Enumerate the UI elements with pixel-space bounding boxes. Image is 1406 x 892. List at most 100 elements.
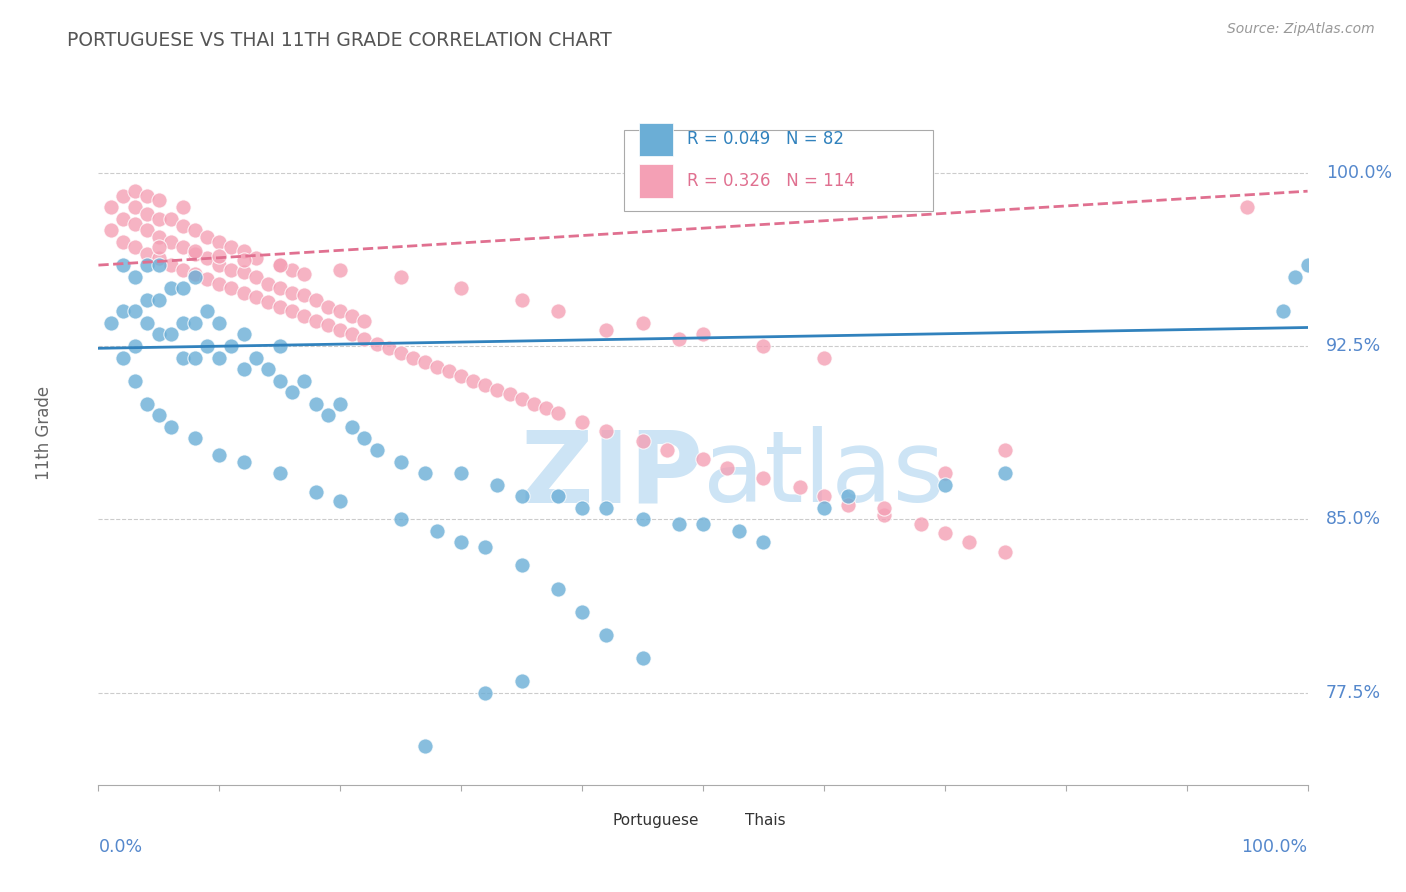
Point (1284, 269, 1306, 284)
Point (474, 378, 496, 392)
Text: 77.5%: 77.5% (1326, 683, 1381, 701)
Point (752, 535, 775, 549)
Point (486, 383, 509, 397)
Point (195, 251, 218, 265)
FancyBboxPatch shape (569, 810, 600, 831)
Point (534, 401, 557, 416)
Point (631, 651, 654, 665)
Point (100, 316, 122, 330)
Point (135, 246, 157, 260)
Point (124, 304, 146, 318)
Point (124, 239, 146, 253)
Point (716, 461, 738, 475)
Text: atlas: atlas (703, 426, 945, 524)
Point (269, 339, 291, 353)
Point (124, 339, 146, 353)
Point (269, 258, 291, 272)
Point (837, 499, 859, 513)
Point (655, 442, 678, 457)
Point (221, 281, 243, 295)
Point (934, 466, 956, 480)
Text: ZIP: ZIP (520, 426, 703, 524)
Point (366, 442, 388, 457)
Point (1236, 200, 1258, 214)
Point (292, 268, 315, 282)
Point (172, 200, 194, 214)
Point (281, 385, 304, 400)
Text: PORTUGUESE VS THAI 11TH GRADE CORRELATION CHART: PORTUGUESE VS THAI 11TH GRADE CORRELATIO… (67, 31, 612, 50)
Point (172, 351, 194, 365)
Point (547, 304, 569, 318)
Point (184, 246, 207, 260)
Text: R = 0.326   N = 114: R = 0.326 N = 114 (688, 172, 855, 190)
Point (292, 374, 315, 388)
Point (631, 316, 654, 330)
Point (692, 516, 714, 531)
Point (148, 409, 170, 423)
Point (208, 249, 231, 263)
Point (934, 477, 956, 491)
Point (269, 300, 291, 314)
Point (813, 489, 835, 503)
FancyBboxPatch shape (638, 122, 673, 156)
Point (124, 374, 146, 388)
Point (269, 258, 291, 272)
Point (208, 235, 231, 249)
Point (994, 544, 1017, 558)
Point (160, 420, 183, 434)
Point (208, 258, 231, 272)
Point (184, 268, 207, 282)
Point (450, 535, 472, 549)
Point (256, 277, 278, 291)
Point (160, 258, 183, 272)
Point (389, 269, 412, 284)
Text: 100.0%: 100.0% (1326, 164, 1392, 182)
Point (389, 512, 412, 526)
Point (221, 239, 243, 253)
Point (148, 239, 170, 253)
Point (329, 304, 352, 318)
Point (100, 200, 122, 214)
Point (135, 316, 157, 330)
Point (269, 281, 291, 295)
Point (498, 387, 520, 401)
Point (837, 489, 859, 503)
Point (245, 269, 267, 284)
Point (547, 406, 569, 420)
Point (148, 293, 170, 307)
Point (269, 466, 291, 480)
Point (111, 235, 134, 249)
Point (148, 194, 170, 208)
Point (426, 359, 449, 374)
Point (813, 351, 835, 365)
Point (353, 431, 375, 445)
FancyBboxPatch shape (703, 810, 734, 831)
Point (232, 362, 254, 376)
Text: Thais: Thais (745, 813, 786, 828)
Point (547, 582, 569, 596)
Point (389, 346, 412, 360)
Text: 0.0%: 0.0% (98, 838, 142, 855)
Point (523, 397, 546, 411)
Point (305, 313, 328, 327)
Point (413, 466, 436, 480)
Point (184, 316, 207, 330)
Point (994, 442, 1017, 457)
Point (668, 332, 690, 346)
Point (389, 454, 412, 468)
Point (148, 211, 170, 226)
Point (232, 454, 254, 468)
Point (463, 374, 485, 388)
Text: Source: ZipAtlas.com: Source: ZipAtlas.com (1227, 22, 1375, 37)
Point (957, 535, 980, 549)
Point (281, 304, 304, 318)
Point (813, 500, 835, 515)
Point (450, 281, 472, 295)
Point (160, 235, 183, 249)
Point (571, 415, 593, 429)
Point (329, 397, 352, 411)
Point (135, 293, 157, 307)
Point (486, 477, 509, 491)
Point (934, 526, 956, 541)
Point (316, 318, 339, 333)
